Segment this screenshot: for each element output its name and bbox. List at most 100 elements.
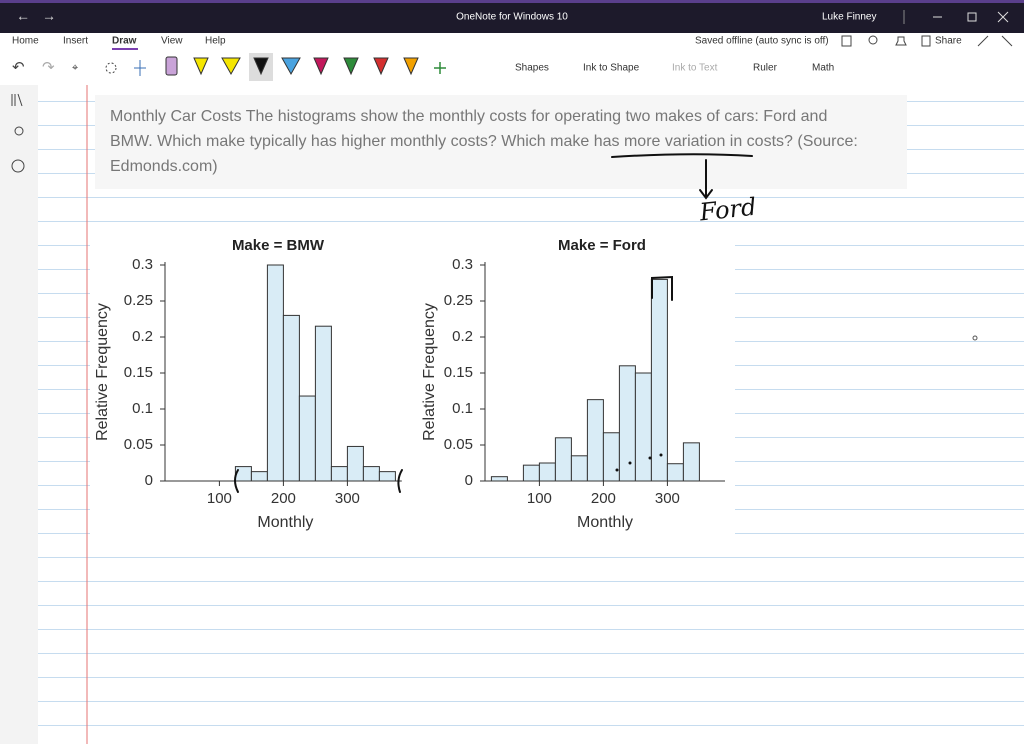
histogram-bar <box>586 399 604 482</box>
close[interactable] <box>997 11 1009 23</box>
x-axis-label: Monthly <box>577 514 633 531</box>
select-tool[interactable] <box>105 62 117 74</box>
histogram-bar <box>666 463 684 482</box>
chart-title: Make = Ford <box>558 237 646 254</box>
pen[interactable] <box>221 57 241 76</box>
ribbon-tab[interactable]: Insert <box>63 36 88 47</box>
pen[interactable] <box>403 57 419 76</box>
question-line: Monthly Car Costs The histograms show th… <box>110 108 827 125</box>
cursor <box>972 335 978 341</box>
pen[interactable] <box>253 57 269 76</box>
question-box <box>95 95 907 189</box>
back-button[interactable]: ← <box>16 8 30 24</box>
chart-title: Make = BMW <box>232 237 325 254</box>
draw-tools: Shapes Ink to Shape Ink to Text Ruler Math <box>515 63 834 74</box>
histogram-bar <box>378 471 396 482</box>
ink-bracket <box>397 469 403 493</box>
ribbon-tab[interactable]: Home <box>12 36 39 47</box>
ribbon-tabs: Home Insert Draw View Help <box>12 36 226 47</box>
pen[interactable] <box>373 57 389 76</box>
icon <box>921 35 931 47</box>
histogram-bar <box>650 278 668 482</box>
histogram-bar <box>602 432 620 482</box>
y-tick-label: 0.15 <box>124 364 153 381</box>
tool-button[interactable]: Math <box>812 63 834 74</box>
ink-dot <box>628 461 632 465</box>
ink-dot <box>648 456 652 460</box>
undo[interactable]: ↶ <box>12 59 25 76</box>
ink-arrow <box>699 159 713 200</box>
icon[interactable] <box>977 35 1013 47</box>
x-axis-label: Monthly <box>257 514 313 531</box>
pen[interactable] <box>193 57 209 76</box>
tool-button[interactable]: Ruler <box>753 63 778 74</box>
charts: Make = BMW Monthly Relative Frequency 0 0.05… <box>94 237 725 531</box>
window-title: OneNote for Windows 10 <box>456 12 568 23</box>
x-tick-label: 100 <box>527 490 552 507</box>
y-tick-label: 0.1 <box>452 400 473 417</box>
active-tab-underline <box>112 48 138 50</box>
pen[interactable] <box>313 57 329 76</box>
y-tick-label: 0 <box>465 472 473 489</box>
y-tick-label: 0.2 <box>132 328 153 345</box>
y-tick-label: 0.25 <box>124 292 153 309</box>
histogram-bar <box>282 314 300 482</box>
histogram-bar <box>538 462 556 482</box>
maximize[interactable] <box>967 12 977 22</box>
ink <box>234 153 753 493</box>
notebooks-icon[interactable] <box>11 93 23 107</box>
y-tick-label: 0.3 <box>132 256 153 273</box>
add-pen[interactable] <box>434 62 446 74</box>
ink-text: Ford <box>697 193 757 227</box>
tool-button[interactable]: Ink to Shape <box>583 63 640 74</box>
lasso[interactable]: ⌖ <box>72 62 78 74</box>
y-axis-label: Relative Frequency <box>421 303 438 441</box>
ink-dot <box>659 453 663 457</box>
histogram-bar <box>490 476 508 482</box>
histogram-bar <box>522 464 540 482</box>
y-tick-label: 0.05 <box>444 436 473 453</box>
ink-bracket <box>651 275 673 301</box>
ink-dots <box>615 335 978 472</box>
sync-status: Saved offline (auto sync is off) <box>695 36 829 47</box>
histogram-bar <box>266 264 284 482</box>
x-tick-label: 100 <box>207 490 232 507</box>
icon[interactable] <box>895 36 907 46</box>
title-bar-accent <box>0 0 1024 3</box>
y-tick-label: 0.3 <box>452 256 473 273</box>
ink-bracket <box>234 469 239 493</box>
recent-icon[interactable] <box>11 159 25 173</box>
ribbon-tab[interactable]: View <box>161 36 183 47</box>
space-tool[interactable] <box>134 60 146 76</box>
pen[interactable] <box>281 57 301 76</box>
title-bar <box>0 0 1024 33</box>
tool-button[interactable]: Ink to Text <box>672 63 718 74</box>
redo[interactable]: ↷ <box>42 59 55 76</box>
pen[interactable] <box>165 56 178 76</box>
question-line: Edmonds.com) <box>110 158 218 175</box>
y-axis-label: Relative Frequency <box>94 303 111 441</box>
nav-bar <box>0 85 38 744</box>
ribbon-tab[interactable]: Draw <box>112 36 137 47</box>
ribbon <box>0 33 1024 85</box>
histogram-bar <box>634 372 652 482</box>
pens <box>165 53 446 81</box>
tool-button[interactable]: Shapes <box>515 63 549 74</box>
histogram-bar <box>362 466 380 482</box>
histogram-bar <box>298 395 316 482</box>
histogram-bar <box>554 437 572 482</box>
pen[interactable] <box>343 57 359 76</box>
forward-button[interactable]: → <box>42 8 56 24</box>
y-tick-label: 0 <box>145 472 153 489</box>
icon[interactable] <box>841 35 852 47</box>
user-name[interactable]: Luke Finney <box>822 12 876 23</box>
histogram-bar <box>234 466 252 482</box>
histogram-bar <box>250 471 268 482</box>
histogram-bar <box>570 455 588 482</box>
share-button[interactable]: Share <box>935 36 962 47</box>
search-icon[interactable] <box>14 126 24 136</box>
icon[interactable] <box>868 35 878 45</box>
ribbon-tab[interactable]: Help <box>205 36 226 47</box>
